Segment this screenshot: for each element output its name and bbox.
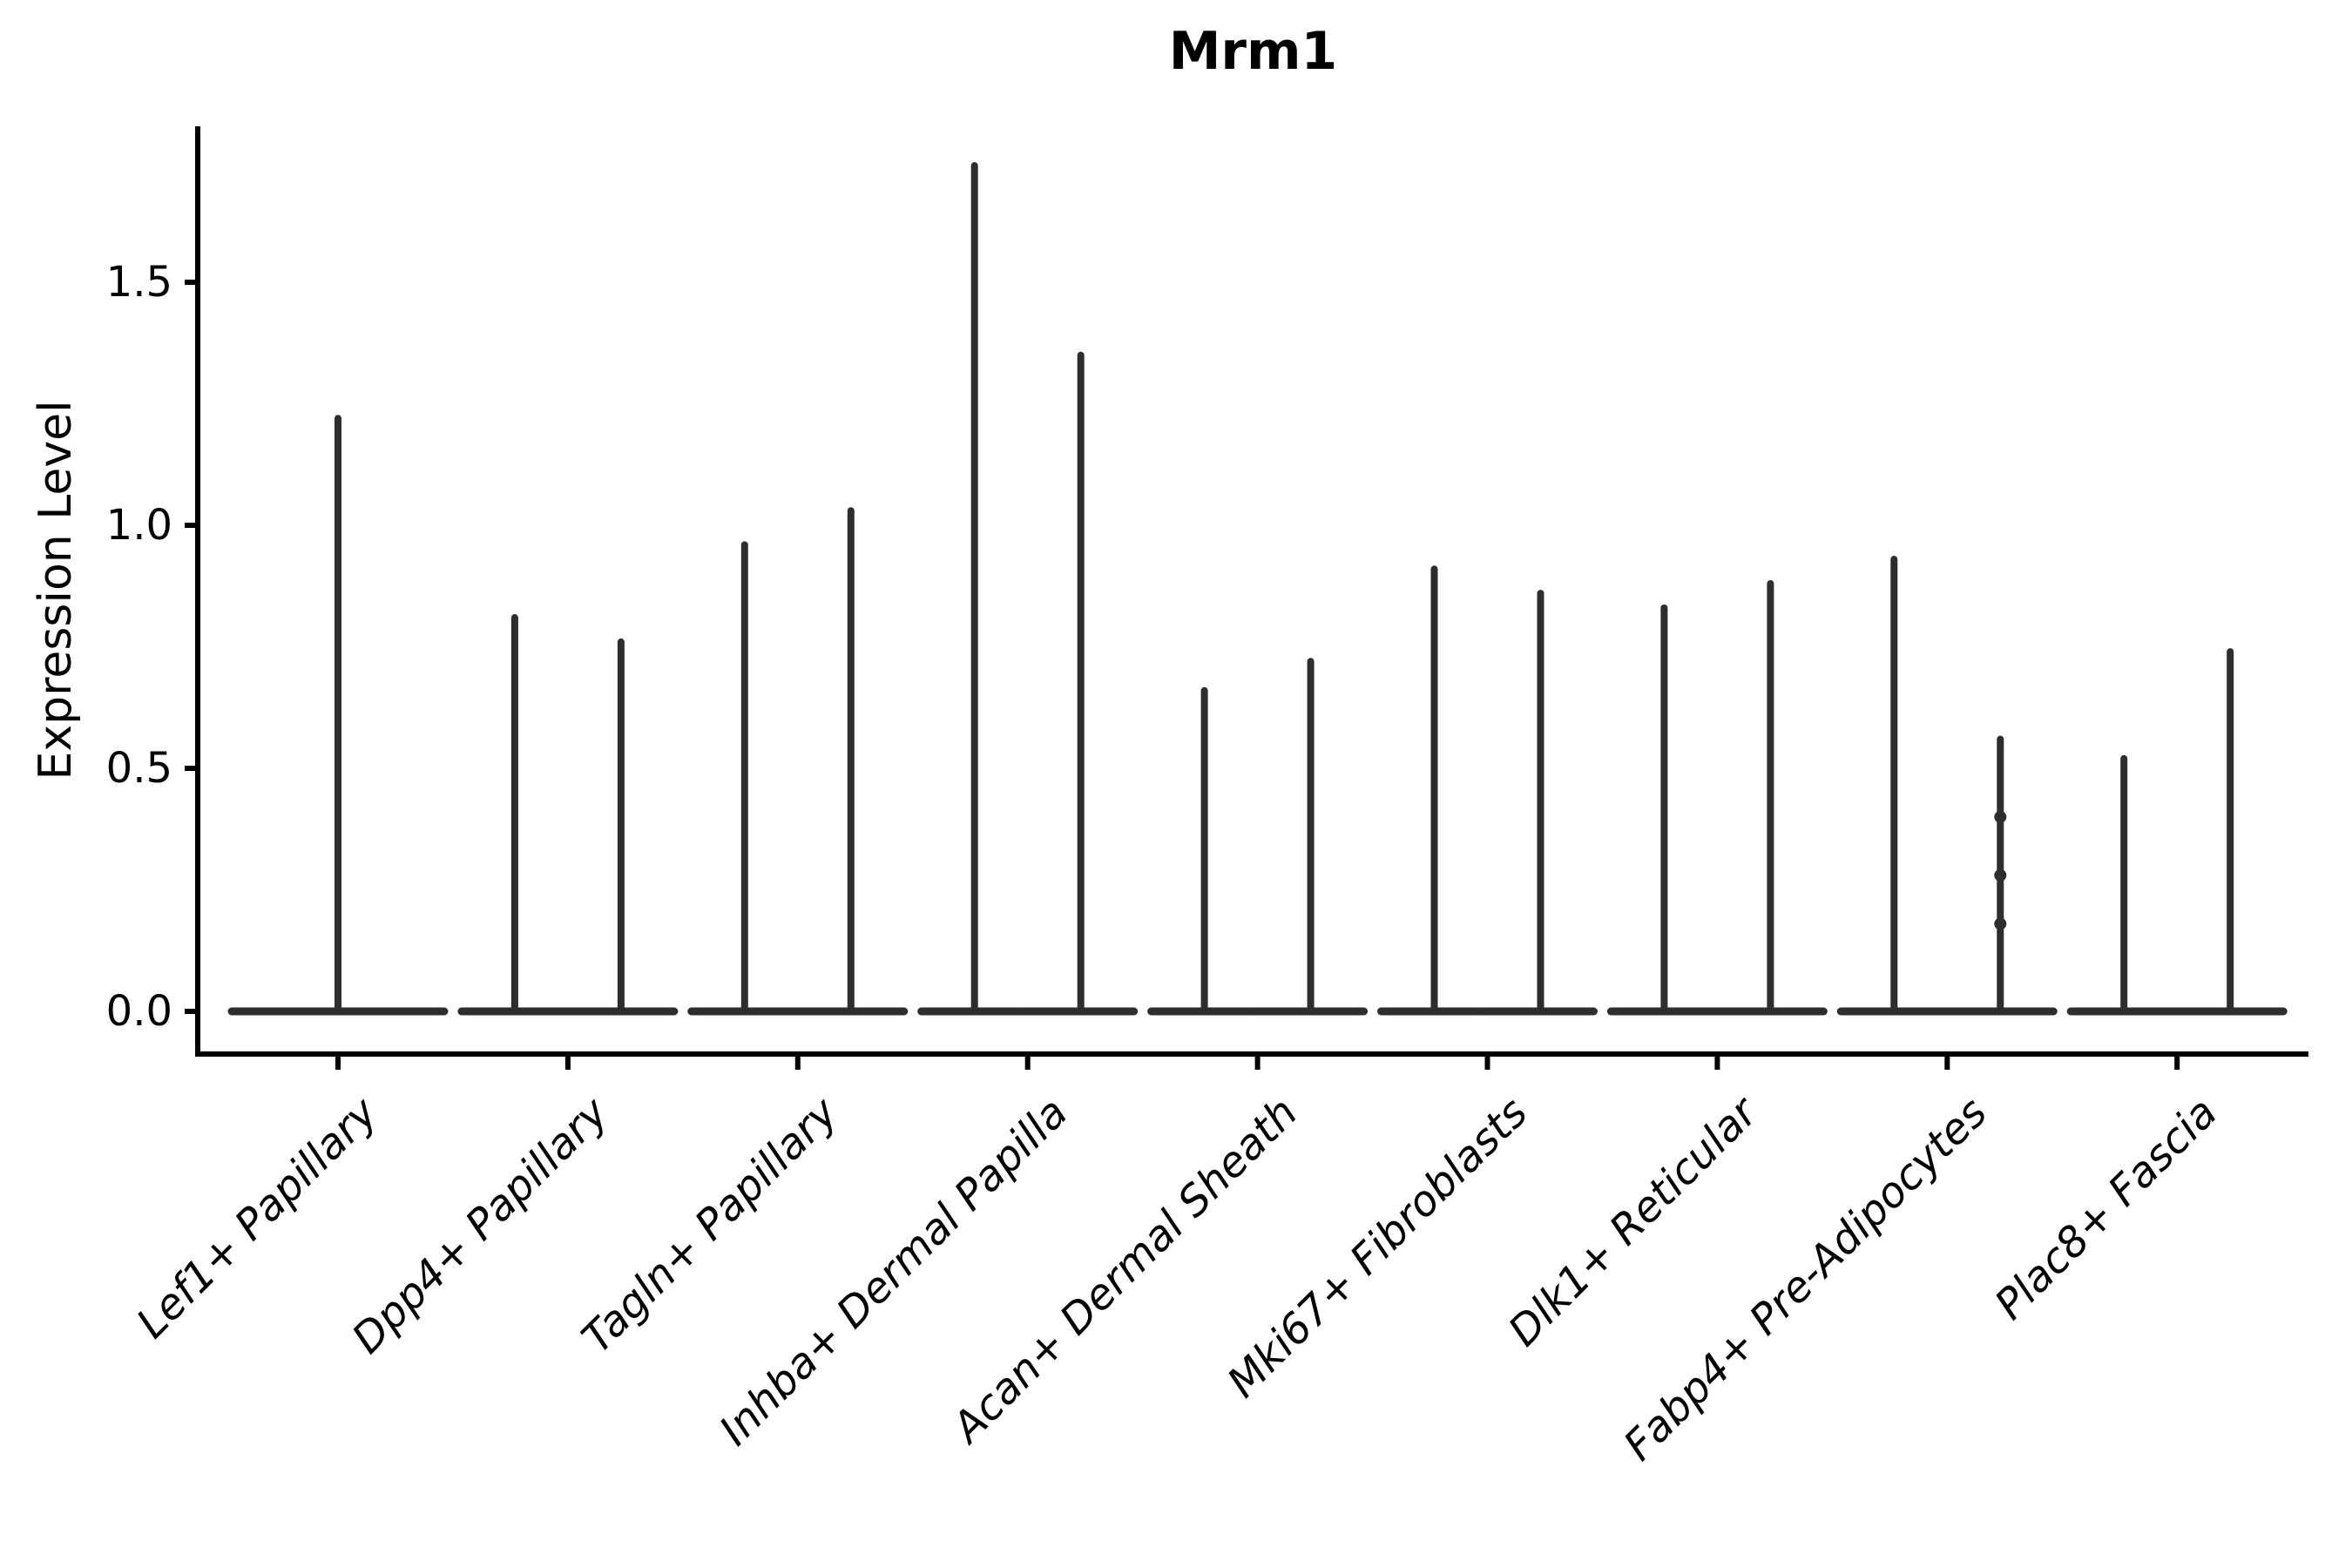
y-tick-label: 1.5 (105, 258, 172, 307)
y-tick-label: 0.5 (105, 744, 172, 793)
chart-title: Mrm1 (1168, 21, 1338, 82)
jitter-point (1994, 810, 2007, 823)
y-tick-label: 0.0 (105, 987, 172, 1036)
jitter-point (1994, 917, 2007, 930)
y-tick-label: 1.0 (105, 501, 172, 550)
jitter-point (1994, 868, 2007, 882)
